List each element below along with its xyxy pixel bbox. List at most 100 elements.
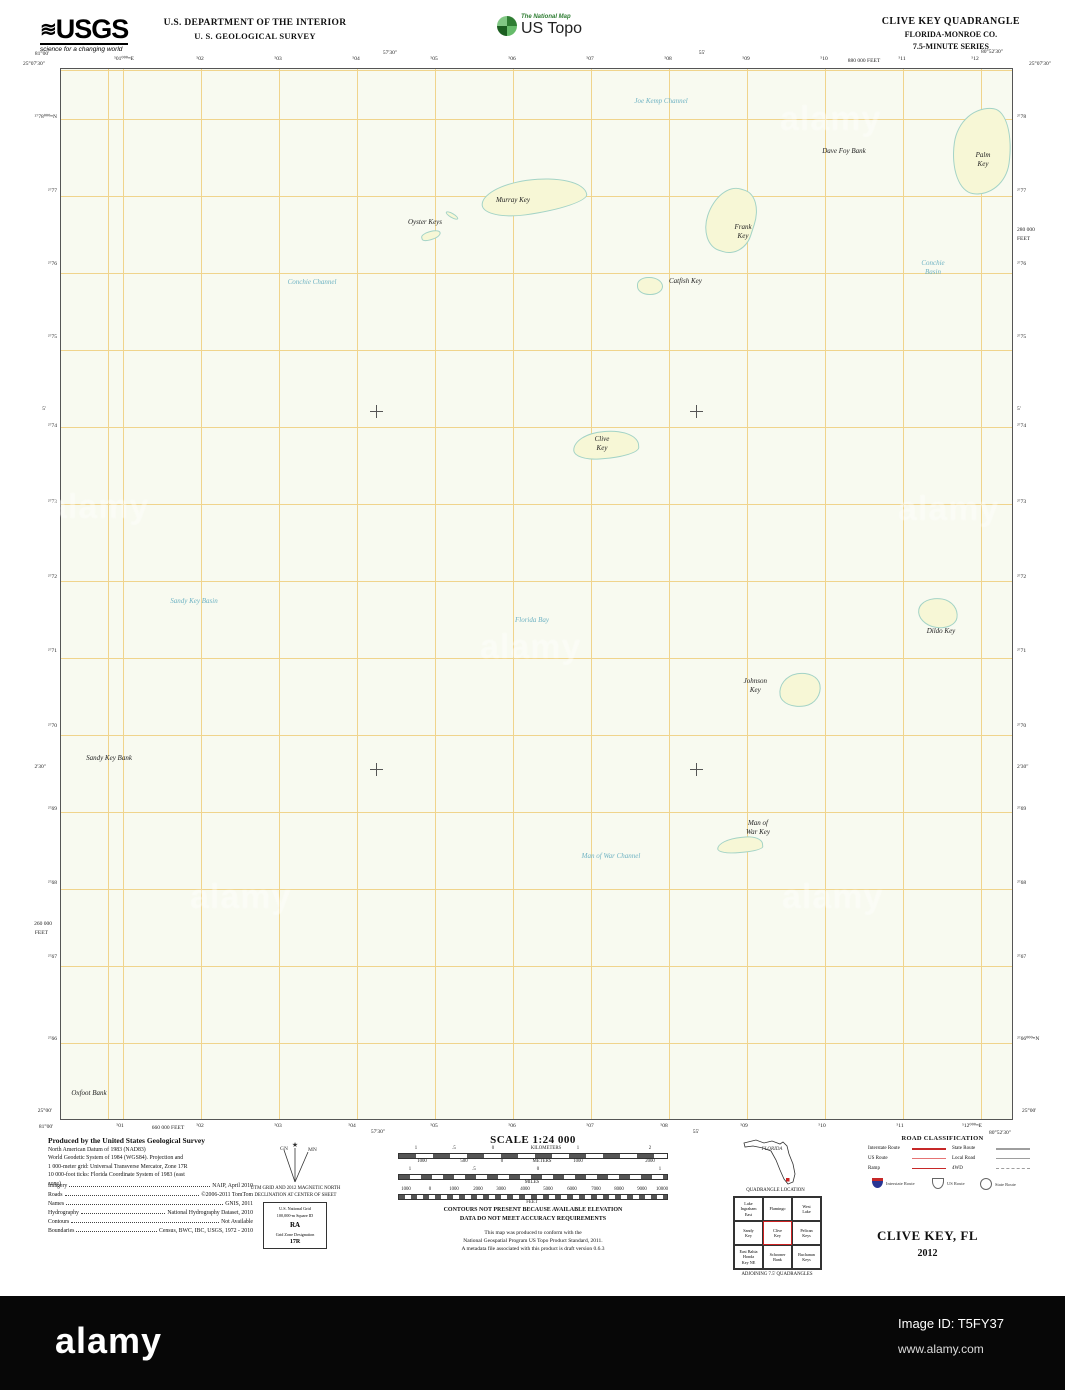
ustopo-logo: The National Map US Topo: [497, 14, 582, 38]
scale-tick-ft: 9000: [637, 1187, 647, 1192]
declination-diagram: ★ GN MN: [250, 1140, 340, 1184]
edge-label-top: ⁵01⁰⁰⁰ᵐE: [113, 56, 135, 62]
legend-us-route: US Route: [868, 1156, 946, 1161]
usng-sub: 100,000-m Square ID: [276, 1213, 314, 1219]
svg-text:★: ★: [292, 1141, 298, 1149]
edge-label-left: 5': [42, 406, 46, 412]
edge-label-left: ²⁷74: [47, 423, 57, 429]
water-label: Florida Bay: [514, 616, 550, 624]
alamy-footer-bar: alamy Image ID: T5FY37 www.alamy.com: [0, 1296, 1065, 1390]
edge-label-top: 80°52'30": [981, 49, 1003, 55]
island-label-frank-key: Frank Key: [734, 223, 752, 240]
edge-label-right: 5': [1017, 406, 1021, 412]
alamy-watermark: alamy: [782, 878, 884, 916]
water-label: Conchie Basin: [921, 259, 945, 276]
ustopo-label: US Topo: [521, 20, 583, 37]
edge-label-bottom: ⁵09: [740, 1123, 748, 1129]
m-tick-row: 1000 500 0 METERS 1000 2000: [398, 1159, 666, 1167]
edge-label-top: 25°07'30": [1029, 61, 1051, 67]
usgs-tagline: science for a changing world: [40, 43, 129, 53]
source-row: Imagery NAIP, April 2010: [48, 1183, 253, 1189]
land-label: Oxfoot Bank: [71, 1089, 107, 1097]
shield-state-route: State Route: [980, 1178, 1016, 1190]
edge-label-left: ²⁷71: [47, 648, 57, 654]
ramp-line-swatch: [912, 1168, 946, 1169]
national-map-label: The National Map: [521, 14, 571, 20]
edge-label-top: 55': [698, 50, 706, 56]
legend-interstate: Interstate Route: [868, 1146, 946, 1151]
us-route-shield-icon: [932, 1178, 944, 1189]
edge-label-top: ⁵02: [196, 56, 204, 62]
land-label: Dildo Key: [926, 627, 956, 635]
shield-interstate: Interstate Route: [872, 1178, 915, 1188]
scale-tick-ft: 3000: [496, 1187, 506, 1192]
edge-label-bottom: ⁵03: [274, 1123, 282, 1129]
edge-label-right: ²⁷77: [1017, 188, 1027, 194]
scale-tick-km: .5: [452, 1146, 456, 1151]
scale-tick-km: 1: [414, 1146, 418, 1151]
edge-label-right: 2'30": [1017, 764, 1029, 770]
edge-label-bottom: 80°52'30": [989, 1130, 1011, 1136]
edge-label-bottom: ⁵10: [818, 1123, 826, 1129]
us-route-line-swatch: [912, 1158, 946, 1159]
quad-location-dot: [786, 1178, 790, 1182]
adjoining-cell: Sandy Key: [734, 1221, 763, 1245]
mi-tick-row: 1 .5 0 1: [398, 1167, 666, 1175]
adjoining-quadrangles-grid: Lake Ingraham East Flamingo West Lake Sa…: [733, 1196, 822, 1270]
edge-label-bottom: 81°00': [38, 1124, 54, 1130]
edge-label-left: 25°00': [37, 1108, 52, 1114]
edge-label-bottom: ⁵06: [508, 1123, 516, 1129]
credits-datum-block: North American Datum of 1983 (NAD83) Wor…: [48, 1147, 188, 1187]
graticule-cross-icon: [690, 763, 703, 776]
island-label-murray-key: Murray Key: [495, 196, 531, 204]
scale-tick-km: 2: [648, 1146, 652, 1151]
adjoining-cell: Flamingo: [763, 1197, 792, 1221]
image-id: Image ID: T5FY37: [898, 1316, 1004, 1331]
scale-tick-ft: 6000: [567, 1187, 577, 1192]
edge-label-right: ²⁷74: [1017, 423, 1027, 429]
alamy-watermark: alamy: [48, 488, 150, 526]
usng-square-id: RA: [289, 1220, 301, 1229]
dept-line2: U. S. GEOLOGICAL SURVEY: [194, 31, 316, 41]
sheet-year: 2012: [917, 1248, 938, 1259]
alamy-logo: alamy: [55, 1320, 163, 1361]
water-label: Joe Kemp Channel: [634, 97, 688, 105]
source-row: Hydrography National Hydrography Dataset,…: [48, 1209, 253, 1216]
scale-tick-mi: 0: [536, 1167, 540, 1172]
utm-grid-overlay: [61, 69, 1012, 1119]
edge-label-right: ²⁷73: [1017, 499, 1027, 505]
edge-label-bottom: 57'30": [370, 1129, 386, 1135]
quad-series: 7.5-MINUTE SERIES: [912, 42, 989, 51]
adjoining-cell: Pelican Keys: [792, 1221, 821, 1245]
edge-label-top: ⁵08: [664, 56, 672, 62]
edge-label-left: ²⁷67: [47, 954, 57, 960]
edge-label-left: ²⁷78⁰⁰⁰ᵐN: [34, 114, 57, 120]
km-tick-row: 1 .5 0 KILOMETERS 1 2: [398, 1146, 666, 1154]
adjoining-cell: East Bahia Honda Key NE: [734, 1245, 763, 1269]
edge-label-right: ²⁷69: [1017, 806, 1027, 812]
scale-tick-ft: 1000: [449, 1187, 459, 1192]
edge-label-right: ²⁷72: [1017, 574, 1027, 580]
edge-label-top: 81°00': [34, 51, 50, 57]
usgs-logo: ≋USGS science for a changing world: [40, 16, 129, 53]
usng-zone: 17R: [289, 1239, 301, 1246]
land-label: Catfish Key: [669, 277, 702, 285]
alamy-watermark: alamy: [190, 878, 292, 916]
edge-label-right: ²⁷70: [1017, 723, 1027, 729]
sheet-title: CLIVE KEY, FL: [876, 1228, 979, 1243]
credits-title: Produced by the United States Geological…: [48, 1136, 205, 1145]
usng-box: U.S. National Grid 100,000-m Square ID R…: [263, 1202, 327, 1249]
scale-tick-m: METERS: [532, 1159, 552, 1164]
scale-tick-ft: 2000: [473, 1187, 483, 1192]
edge-label-left: ²⁷68: [47, 880, 57, 886]
edge-label-bottom: ⁵11: [896, 1123, 904, 1129]
state-location-map: FLORIDA: [742, 1134, 804, 1191]
contours-note: CONTOURS NOT PRESENT BECAUSE AVAILABLE E…: [443, 1207, 623, 1222]
adjoining-cell: West Lake: [792, 1197, 821, 1221]
edge-label-left: ²⁷76: [47, 261, 57, 267]
edge-label-left: ²⁷77: [47, 188, 57, 194]
edge-label-right: FEET: [1017, 236, 1031, 242]
feet-unit-label: FEET: [526, 1200, 538, 1205]
island-catfish-key: [637, 277, 663, 295]
island-label-clive-key: Clive Key: [594, 435, 610, 452]
